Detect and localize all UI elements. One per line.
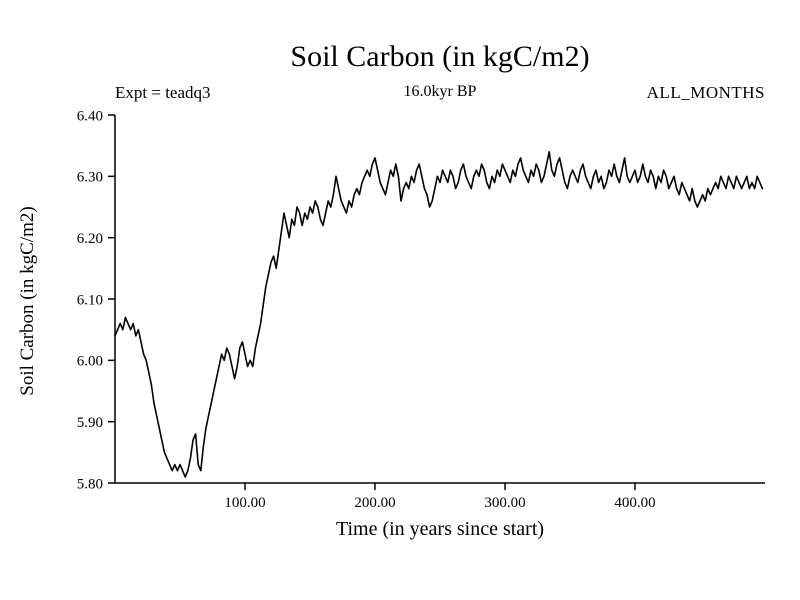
y-tick-label: 6.00 xyxy=(77,354,103,370)
months-label: ALL_MONTHS xyxy=(646,83,765,102)
tick-marks-group xyxy=(108,114,636,490)
experiment-label: Expt = teadq3 xyxy=(115,83,211,102)
x-tick-label: 300.00 xyxy=(484,495,525,511)
x-tick-label: 400.00 xyxy=(614,495,655,511)
y-tick-label: 5.90 xyxy=(77,415,103,431)
chart-title: Soil Carbon (in kgC/m2) xyxy=(290,40,590,73)
epoch-label: 16.0kyr BP xyxy=(403,83,477,100)
axes-group xyxy=(114,115,765,484)
y-tick-label: 6.10 xyxy=(77,292,103,308)
tick-labels-group: 5.80 5.90 6.00 6.10 6.20 6.30 6.40 100.00 200.00… xyxy=(77,108,656,511)
x-axis-title: Time (in years since start) xyxy=(335,518,545,540)
y-tick-label: 6.20 xyxy=(77,231,103,247)
y-tick-label: 6.40 xyxy=(77,108,103,124)
data-line xyxy=(114,151,764,478)
y-tick-label: 5.80 xyxy=(77,476,103,492)
x-tick-label: 100.00 xyxy=(224,495,265,511)
y-tick-label: 6.30 xyxy=(77,170,103,186)
x-tick-label: 200.00 xyxy=(354,495,395,511)
